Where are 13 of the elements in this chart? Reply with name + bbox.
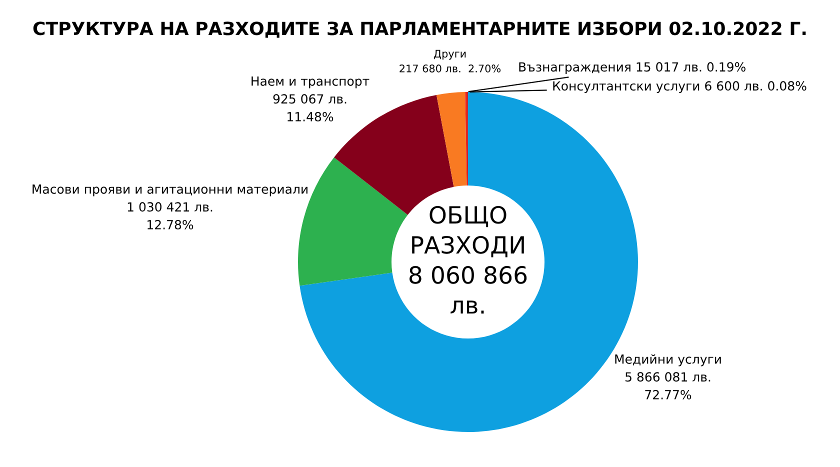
chart-title: СТРУКТУРА НА РАЗХОДИТЕ ЗА ПАРЛАМЕНТАРНИТЕ ИЗБОРИ 02.10.2022 Г.: [33, 22, 806, 38]
slice-label: Други: [434, 50, 466, 60]
donut-slice: [436, 92, 467, 187]
data-label: 1 030 421 лв. 12.78%: [128, 202, 212, 230]
data-label: 5 866 081 лв. 72.77%: [626, 372, 710, 400]
data-label: 925 067 лв. 11.48%: [273, 94, 346, 122]
data-label: 217 680 лв. 2.70%: [400, 64, 501, 72]
slice-label: Масови прояви и агитационни материали: [32, 184, 308, 196]
slice-label: Медийни услуги: [615, 354, 721, 366]
slice-label: Наем и транспорт: [252, 76, 370, 88]
slice-label: Възнаграждения 15 017 лв. 0.19%: [519, 62, 746, 74]
slice-label: Консултантски услуги 6 600 лв. 0.08%: [553, 81, 806, 94]
text: ОБЩО РАЗХОДИ 8 060 866 лв.: [410, 206, 527, 314]
